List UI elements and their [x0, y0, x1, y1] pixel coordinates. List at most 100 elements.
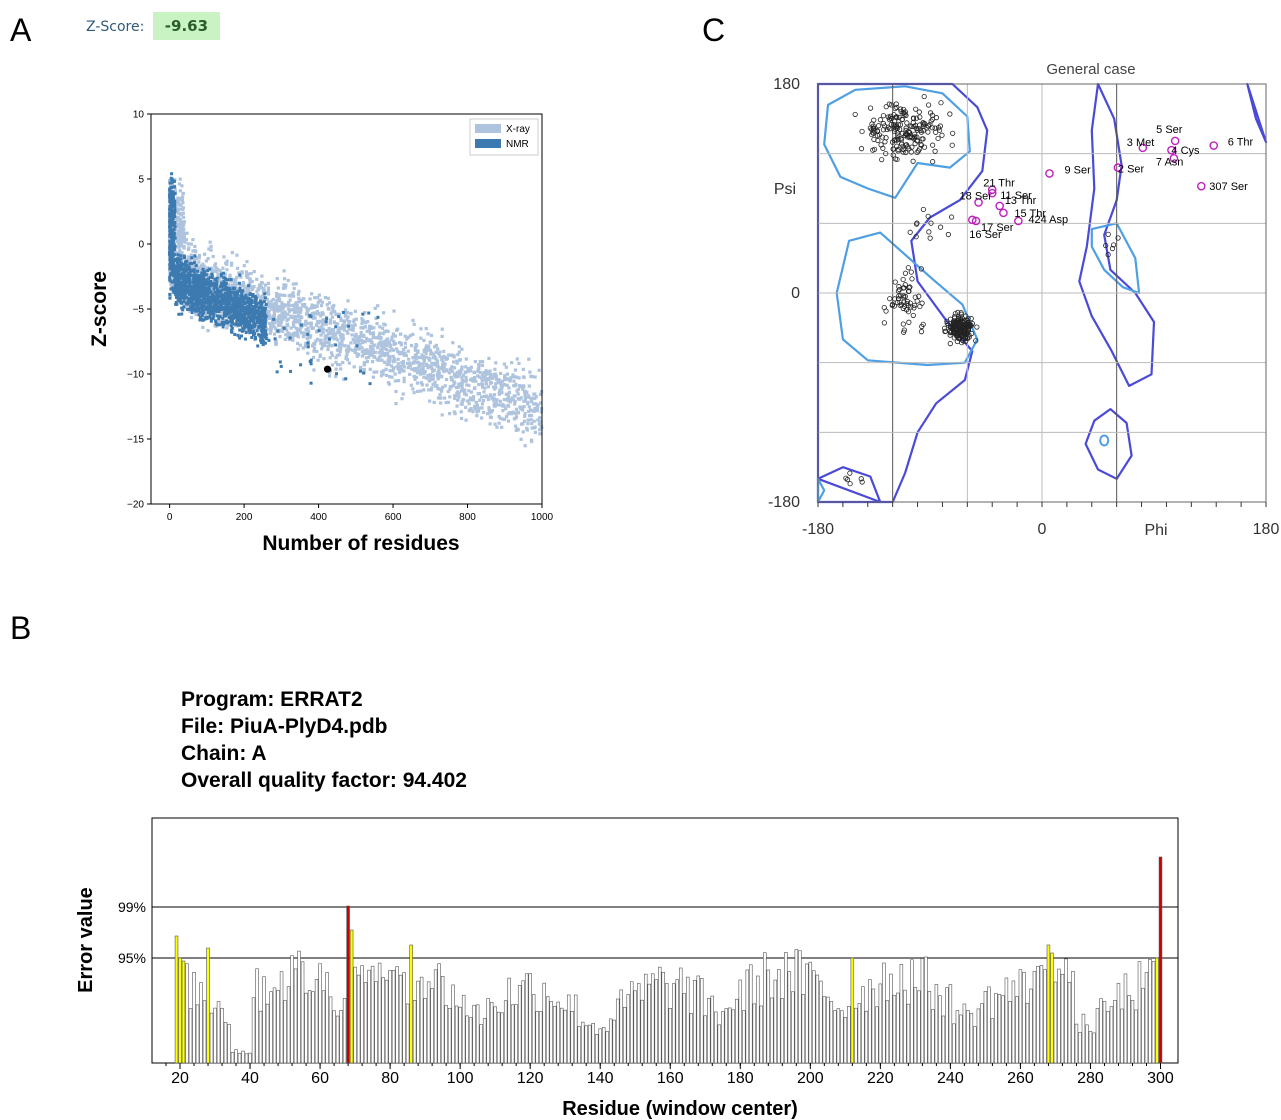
- nmr-point: [169, 297, 172, 300]
- error-bar: [406, 1004, 409, 1063]
- xray-point: [349, 341, 352, 344]
- xray-point: [530, 439, 533, 442]
- nmr-point: [254, 295, 257, 298]
- nmr-point: [244, 294, 247, 297]
- error-bar: [483, 1018, 486, 1063]
- error-bar: [494, 1007, 497, 1063]
- nmr-point: [229, 296, 232, 299]
- xray-point: [421, 353, 424, 356]
- error-bar: [515, 1005, 518, 1063]
- xray-point: [392, 309, 395, 312]
- nmr-point: [264, 318, 267, 321]
- xray-point: [392, 360, 395, 363]
- xray-point: [440, 375, 443, 378]
- error-bar: [396, 967, 399, 1063]
- xray-point: [179, 203, 182, 206]
- residue-point: [936, 136, 940, 140]
- xray-point: [312, 350, 315, 353]
- nmr-point: [170, 241, 173, 244]
- xray-point: [322, 318, 325, 321]
- nmr-point: [170, 172, 173, 175]
- error-bar: [606, 1032, 609, 1063]
- error-bar: [200, 983, 203, 1063]
- error-bar: [256, 969, 259, 1063]
- xray-point: [501, 403, 504, 406]
- x-tick-label: 180: [1253, 521, 1280, 535]
- error-bar: [784, 952, 787, 1063]
- error-bar: [732, 1010, 735, 1063]
- nmr-point: [237, 311, 240, 314]
- error-bar: [837, 1009, 840, 1063]
- nmr-point: [188, 284, 191, 287]
- xray-point: [253, 270, 256, 273]
- error-bar: [826, 997, 829, 1063]
- xray-point: [316, 310, 319, 313]
- xray-point: [372, 344, 375, 347]
- nmr-point: [208, 268, 211, 271]
- xray-point: [325, 334, 328, 337]
- error-bar: [672, 984, 675, 1063]
- error-bar: [564, 1010, 567, 1063]
- nmr-point: [224, 292, 227, 295]
- xray-point: [451, 354, 454, 357]
- xray-point: [249, 272, 252, 275]
- nmr-point: [239, 287, 242, 290]
- xray-point: [351, 329, 354, 332]
- nmr-point: [359, 370, 362, 373]
- error-bar: [802, 994, 805, 1063]
- xray-point: [226, 260, 229, 263]
- outlier-label: 9 Ser: [1064, 164, 1091, 176]
- xray-point: [458, 359, 461, 362]
- nmr-point: [202, 268, 205, 271]
- xray-point: [464, 380, 467, 383]
- xray-point: [388, 383, 391, 386]
- xray-point: [442, 350, 445, 353]
- xray-point: [438, 393, 441, 396]
- xray-point: [187, 242, 190, 245]
- xray-point: [283, 294, 286, 297]
- residue-point: [949, 215, 953, 219]
- xray-point: [380, 370, 383, 373]
- error-bar: [770, 998, 773, 1063]
- xray-point: [503, 362, 506, 365]
- nmr-point: [255, 303, 258, 306]
- xray-point: [481, 360, 484, 363]
- nmr-point: [220, 303, 223, 306]
- xray-point: [264, 283, 267, 286]
- xray-point: [399, 332, 402, 335]
- xray-point: [272, 315, 275, 318]
- xray-point: [385, 344, 388, 347]
- xray-point: [297, 300, 300, 303]
- xray-point: [181, 196, 184, 199]
- xray-point: [461, 388, 464, 391]
- xray-point: [267, 292, 270, 295]
- xray-point: [391, 336, 394, 339]
- favored-region-outline: [837, 233, 978, 365]
- zscore-label: Z-Score:: [86, 19, 144, 35]
- xray-point: [460, 368, 463, 371]
- xray-point: [456, 399, 459, 402]
- xray-point: [416, 382, 419, 385]
- residue-point: [921, 207, 925, 211]
- xray-point: [299, 311, 302, 314]
- nmr-point: [334, 325, 337, 328]
- xray-point: [373, 371, 376, 374]
- xray-point: [520, 406, 523, 409]
- xray-point: [394, 372, 397, 375]
- error-bar: [231, 1052, 234, 1063]
- nmr-point: [171, 193, 174, 196]
- xray-point: [425, 327, 428, 330]
- xray-point: [398, 369, 401, 372]
- nmr-point: [337, 315, 340, 318]
- error-bar: [844, 1017, 847, 1063]
- y-tick-label: −20: [127, 500, 144, 511]
- error-bar: [686, 977, 689, 1063]
- error-bar: [319, 964, 322, 1063]
- xray-point: [294, 331, 297, 334]
- nmr-point: [230, 317, 233, 320]
- error-bar: [896, 993, 899, 1063]
- nmr-point: [184, 263, 187, 266]
- error-bar: [375, 982, 378, 1063]
- error-bar: [186, 964, 189, 1063]
- nmr-point: [175, 289, 178, 292]
